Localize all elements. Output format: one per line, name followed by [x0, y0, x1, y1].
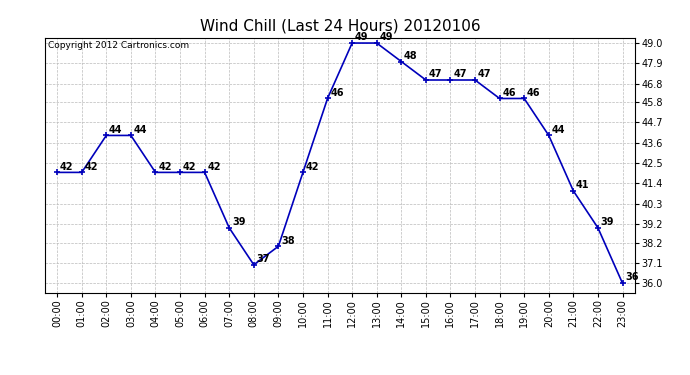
Text: 47: 47	[477, 69, 491, 79]
Text: 42: 42	[158, 162, 172, 172]
Text: 42: 42	[84, 162, 98, 172]
Text: 37: 37	[257, 254, 270, 264]
Text: 44: 44	[109, 124, 123, 135]
Text: 44: 44	[134, 124, 147, 135]
Text: 42: 42	[208, 162, 221, 172]
Text: 46: 46	[527, 88, 540, 98]
Text: 42: 42	[306, 162, 319, 172]
Text: 39: 39	[601, 217, 614, 227]
Text: 41: 41	[576, 180, 590, 190]
Text: 49: 49	[355, 32, 368, 42]
Text: 48: 48	[404, 51, 417, 61]
Text: 47: 47	[453, 69, 466, 79]
Text: 39: 39	[232, 217, 246, 227]
Text: 38: 38	[281, 236, 295, 246]
Text: 49: 49	[380, 32, 393, 42]
Text: 42: 42	[183, 162, 197, 172]
Text: 42: 42	[60, 162, 73, 172]
Text: 47: 47	[428, 69, 442, 79]
Title: Wind Chill (Last 24 Hours) 20120106: Wind Chill (Last 24 Hours) 20120106	[199, 18, 480, 33]
Text: 36: 36	[625, 273, 639, 282]
Text: 46: 46	[502, 88, 516, 98]
Text: 46: 46	[331, 88, 344, 98]
Text: 44: 44	[551, 124, 565, 135]
Text: Copyright 2012 Cartronics.com: Copyright 2012 Cartronics.com	[48, 41, 189, 50]
